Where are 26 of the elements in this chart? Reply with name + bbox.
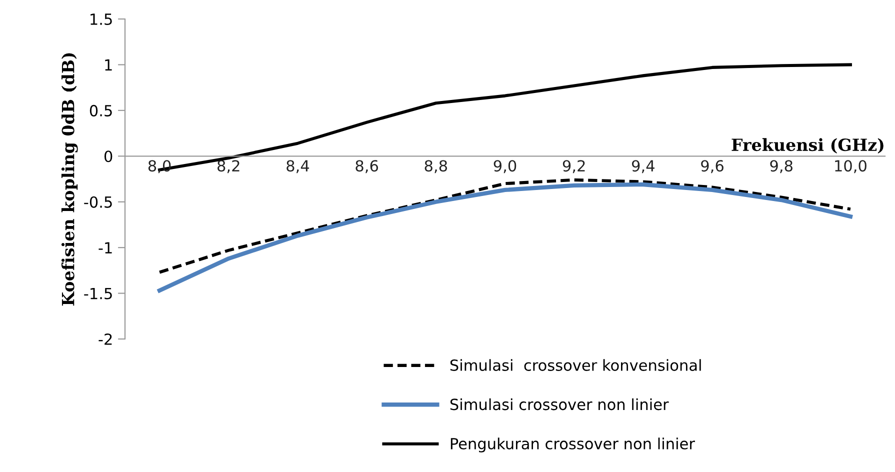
line-series [157, 182, 853, 293]
x-tick-label: 9,4 [632, 160, 654, 174]
y-tick-label: 1.5 [90, 14, 112, 26]
y-tick-label: -1.5 [84, 288, 112, 300]
x-tick-label: 8,0 [148, 160, 171, 174]
legend-label: Simulasi crossover konvensional [450, 359, 701, 371]
y-tick-label: 1 [105, 59, 112, 71]
x-tick-label: 8,4 [286, 160, 310, 174]
x-tick-label: 9,0 [494, 160, 516, 174]
x-tick-label: 8,2 [218, 160, 240, 174]
x-tick-label: 9,8 [770, 160, 792, 174]
x-tick-label: 10,0 [835, 160, 866, 174]
y-tick-label: -2 [98, 333, 112, 345]
legend-label: Pengukuran crossover non linier [450, 438, 695, 452]
x-tick-label: 9,6 [701, 160, 724, 174]
y-axis-title: Koefisien kopling 0dB (dB) [61, 53, 78, 306]
x-axis-title: Frekuensi (GHz) [732, 138, 884, 154]
line-series [158, 178, 852, 274]
y-tick-label: -0.5 [84, 196, 112, 208]
y-tick-label: 0 [104, 150, 112, 162]
x-tick-label: 8,8 [424, 160, 448, 174]
y-tick-label: -1 [98, 242, 112, 254]
y-tick-label: 0.5 [90, 104, 112, 116]
x-tick-label: 8,6 [356, 160, 378, 174]
legend-label: Simulasi crossover non linier [450, 398, 669, 410]
x-tick-label: 9,2 [562, 160, 585, 174]
